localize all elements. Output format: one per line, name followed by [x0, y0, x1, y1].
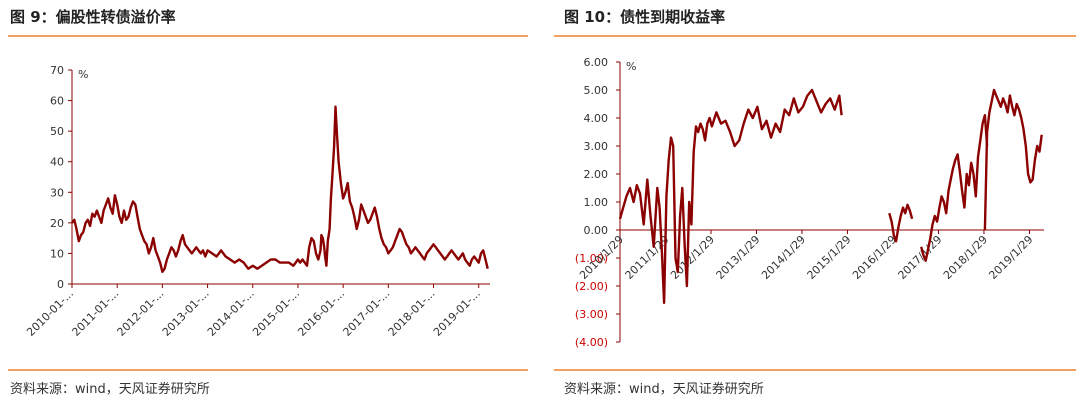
series-line	[71, 105, 489, 274]
y-tick-label: 30	[50, 186, 64, 199]
x-tick-label: 2016-01-...	[295, 287, 347, 339]
chart-title: 图 10：债性到期收益率	[564, 8, 726, 26]
footer-divider	[8, 369, 528, 371]
y-tick-label: 70	[50, 64, 64, 77]
y-tick-label: (1.00)	[575, 252, 608, 265]
chart-title: 图 9：偏股性转债溢价率	[10, 8, 176, 26]
source-note: 资料来源：wind，天风证券研究所	[564, 382, 764, 397]
x-tick-label: 2019-01-...	[431, 287, 483, 339]
y-tick-label: 2.00	[584, 168, 609, 181]
title-divider	[554, 35, 1076, 37]
y-tick-label: 0	[57, 278, 64, 291]
y-tick-label: 0.00	[584, 224, 609, 237]
x-tick-label: 2017-01-...	[341, 287, 393, 339]
series-line-segment	[618, 88, 843, 304]
y-tick-label: 60	[50, 95, 64, 108]
x-tick-label: 2017/1/29	[895, 233, 944, 282]
y-tick-label: 50	[50, 125, 64, 138]
y-tick-label: 40	[50, 156, 64, 169]
x-tick-label: 2013-01-...	[160, 287, 212, 339]
x-tick-label: 2018/1/29	[941, 233, 990, 282]
x-tick-label: 2015-01-...	[250, 287, 302, 339]
x-tick-label: 2015/1/29	[805, 233, 854, 282]
right-chart-panel: 图 10：债性到期收益率 6.00 5.00 4.00 3.00 2.00 1.00 0.0…	[554, 0, 1080, 402]
y-tick-label: 6.00	[584, 56, 609, 69]
y-tick-label: 4.00	[584, 112, 609, 125]
left-chart-panel: 图 9：偏股性转债溢价率 0 10 20 30 40 50 60 70% 2010-01-...…	[0, 0, 530, 402]
y-tick-label: (2.00)	[575, 280, 608, 293]
y-tick-label: 20	[50, 217, 64, 230]
y-tick-label: 5.00	[584, 84, 609, 97]
y-tick-label: (4.00)	[575, 336, 608, 349]
y-unit-label: %	[78, 68, 88, 81]
series-line-segment	[920, 113, 989, 263]
source-note: 资料来源：wind，天风证券研究所	[10, 382, 210, 397]
x-tick-label: 2016/1/29	[850, 233, 899, 282]
x-tick-label: 2010-01-...	[24, 287, 76, 339]
series-line-segment	[888, 203, 914, 243]
x-tick-label: 2014/1/29	[759, 233, 808, 282]
series-line-segment	[983, 88, 1043, 231]
ytm-chart: 6.00 5.00 4.00 3.00 2.00 1.00 0.00 (1.00) (2.00)…	[575, 56, 1044, 349]
x-tick-label: 2012-01-...	[115, 287, 167, 339]
footer-divider	[554, 369, 1076, 371]
x-tick-label: 2014-01-...	[205, 287, 257, 339]
x-tick-label: 2018-01-...	[386, 287, 438, 339]
y-tick-label: 1.00	[584, 196, 609, 209]
x-tick-label: 2011-01-...	[69, 287, 121, 339]
x-tick-label: 2019/1/29	[986, 233, 1035, 282]
y-tick-label: 3.00	[584, 140, 609, 153]
x-tick-label: 2013/1/29	[714, 233, 763, 282]
title-divider	[8, 35, 528, 37]
y-unit-label: %	[626, 60, 636, 73]
y-tick-label: 10	[50, 247, 64, 260]
y-tick-label: (3.00)	[575, 308, 608, 321]
